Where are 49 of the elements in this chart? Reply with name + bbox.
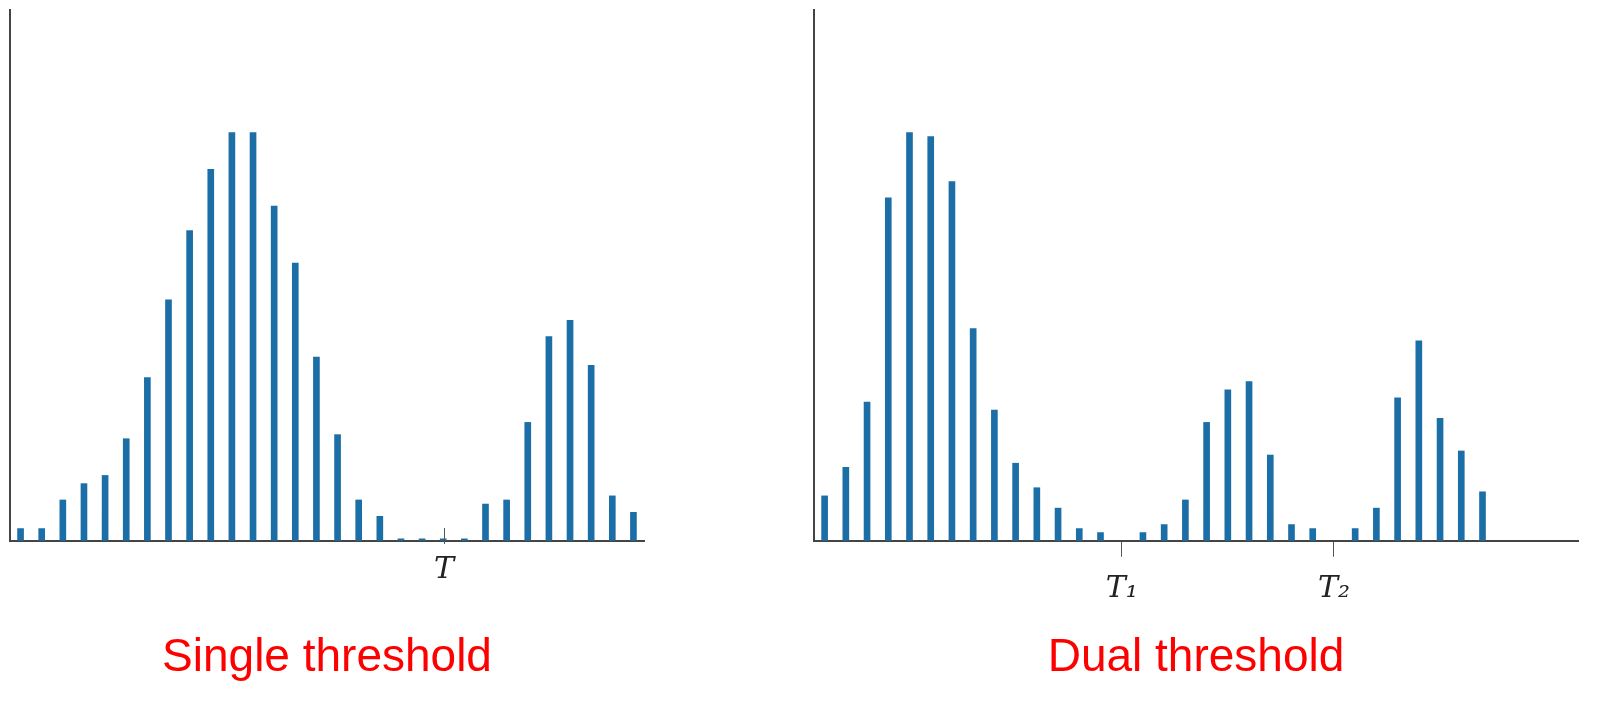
text: Dual threshold bbox=[1047, 629, 1345, 682]
bar bbox=[566, 319, 574, 541]
bar bbox=[927, 136, 935, 541]
bar bbox=[122, 438, 130, 541]
bar bbox=[38, 528, 46, 541]
bar bbox=[1266, 454, 1274, 541]
bar bbox=[249, 132, 257, 541]
bar bbox=[1309, 528, 1317, 541]
bar bbox=[1288, 524, 1295, 541]
bar bbox=[587, 364, 595, 541]
bar bbox=[906, 132, 913, 541]
bar bbox=[1373, 507, 1380, 541]
bar bbox=[1479, 491, 1486, 541]
bar bbox=[1415, 340, 1423, 541]
bar bbox=[228, 132, 236, 541]
bar bbox=[1182, 499, 1189, 541]
bar bbox=[503, 499, 510, 541]
bar bbox=[1012, 462, 1019, 541]
bar bbox=[17, 528, 24, 541]
text: Single threshold bbox=[162, 629, 492, 682]
bar bbox=[165, 299, 172, 541]
bar bbox=[1075, 528, 1083, 541]
bar bbox=[1203, 422, 1210, 541]
bar bbox=[291, 262, 299, 541]
bar bbox=[207, 168, 215, 541]
bar bbox=[884, 197, 892, 541]
bar bbox=[1245, 381, 1253, 541]
bar bbox=[1097, 532, 1104, 541]
bar bbox=[186, 230, 193, 541]
bar bbox=[991, 409, 998, 541]
bar bbox=[270, 205, 278, 541]
bar bbox=[334, 434, 341, 541]
x-tick-label: T₁ bbox=[1105, 568, 1138, 604]
bar bbox=[524, 422, 532, 541]
bar bbox=[1394, 397, 1401, 541]
bar bbox=[482, 503, 489, 541]
bar bbox=[608, 495, 616, 541]
bar bbox=[1224, 389, 1232, 541]
bar bbox=[630, 511, 637, 541]
bar bbox=[144, 377, 151, 541]
bar bbox=[545, 336, 553, 541]
text: T bbox=[433, 550, 454, 585]
bar bbox=[1457, 450, 1465, 541]
x-tick-label: T₂ bbox=[1317, 568, 1350, 604]
bar bbox=[821, 495, 828, 541]
bar bbox=[355, 499, 363, 541]
bar bbox=[969, 328, 977, 541]
bar bbox=[313, 356, 320, 541]
bar bbox=[948, 181, 956, 541]
